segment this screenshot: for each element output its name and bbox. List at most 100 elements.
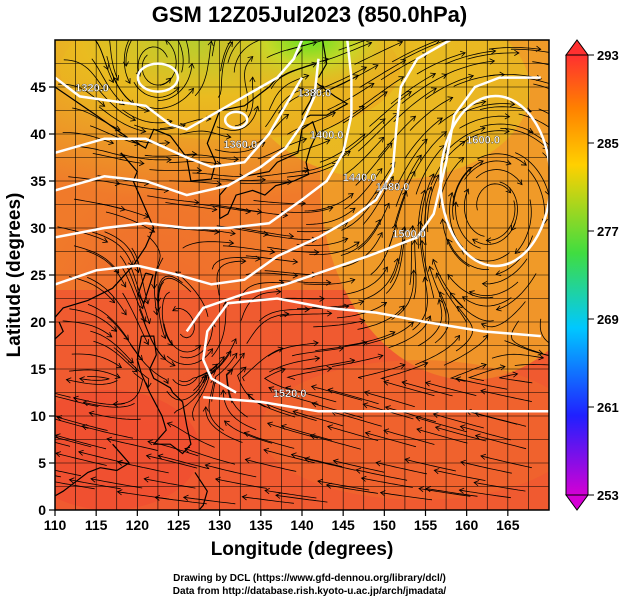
streamline <box>264 270 317 276</box>
streamline <box>119 255 144 309</box>
streamline <box>113 347 150 388</box>
streamline-arrowhead <box>377 353 384 360</box>
streamline-arrowhead <box>72 395 79 402</box>
wind-streamlines <box>44 5 565 505</box>
streamline-arrowhead <box>113 267 120 274</box>
streamline-arrowhead <box>145 382 152 389</box>
streamline-arrowhead <box>349 277 356 284</box>
streamline-arrowhead <box>245 26 250 31</box>
streamline <box>240 291 281 321</box>
streamline <box>147 88 194 109</box>
streamline-arrowhead <box>480 322 487 329</box>
streamline <box>117 461 169 474</box>
coastline-segment <box>219 120 318 220</box>
colorbar-tick-label: 261 <box>597 400 619 415</box>
streamline-arrowhead <box>292 409 299 416</box>
streamline <box>69 308 117 332</box>
contour-label: 1500.0 <box>392 228 426 240</box>
streamline <box>475 435 527 450</box>
streamline-arrowhead <box>263 447 270 454</box>
streamline-arrowhead <box>275 492 281 499</box>
streamline <box>460 461 512 474</box>
streamline-arrowhead <box>116 362 123 369</box>
streamline <box>467 52 519 60</box>
coastline-segment <box>55 321 64 340</box>
streamline <box>385 406 437 423</box>
streamline-arrowhead <box>344 150 351 157</box>
streamline-arrowhead <box>359 318 366 325</box>
streamline-arrowhead <box>244 457 251 464</box>
streamline <box>56 416 108 431</box>
streamline <box>462 296 512 307</box>
streamline-arrowhead <box>417 220 424 227</box>
streamline-arrowhead <box>425 315 432 322</box>
streamline <box>216 106 259 131</box>
streamline-arrowhead <box>240 258 247 265</box>
streamline <box>235 40 238 41</box>
streamline-arrowhead <box>44 478 49 483</box>
streamline <box>361 17 411 34</box>
streamline <box>147 235 161 289</box>
streamline-arrowhead <box>173 87 180 93</box>
streamline <box>109 40 119 81</box>
streamline <box>354 41 403 65</box>
streamline-arrowhead <box>343 303 350 310</box>
streamline-arrowhead <box>383 30 388 35</box>
streamline-arrowhead <box>324 138 331 145</box>
streamline <box>477 153 527 166</box>
streamline <box>157 277 192 303</box>
streamline <box>269 357 320 373</box>
streamline <box>92 153 144 164</box>
y-tick-label: 0 <box>38 502 46 518</box>
streamline <box>455 201 481 249</box>
streamline-arrowhead <box>448 191 454 198</box>
streamline <box>233 40 261 73</box>
streamline <box>436 272 467 322</box>
streamline <box>122 109 173 124</box>
streamline <box>447 274 494 299</box>
streamline <box>475 412 526 427</box>
x-tick-label: 135 <box>249 517 273 533</box>
streamline-arrowhead <box>560 135 565 140</box>
streamline-arrowhead <box>81 424 88 431</box>
y-tick-label: 25 <box>30 267 46 283</box>
streamline <box>414 18 464 33</box>
streamline <box>527 169 546 224</box>
streamline <box>479 106 532 113</box>
streamline-arrowhead <box>106 436 113 443</box>
streamline <box>223 5 272 22</box>
streamline-arrowhead <box>55 451 62 458</box>
streamline-arrowhead <box>207 348 214 354</box>
x-axis-ticks: 110 115 120 125 130 135 140 145 150 155 160 165 <box>44 510 520 533</box>
streamline <box>161 291 173 346</box>
streamline-arrowhead <box>204 463 211 469</box>
streamline-arrowhead <box>304 456 310 463</box>
streamline <box>78 451 130 465</box>
streamline <box>66 379 118 385</box>
streamline <box>344 168 383 210</box>
streamline <box>146 455 198 469</box>
streamline <box>237 366 266 408</box>
streamline-arrowhead <box>160 354 167 361</box>
streamline-arrowhead <box>243 431 250 437</box>
streamline <box>415 417 467 433</box>
streamline-arrowhead <box>438 11 443 16</box>
streamline <box>98 203 149 218</box>
colorbar-tick-label: 269 <box>597 312 619 327</box>
streamline-arrowhead <box>397 40 404 47</box>
streamline <box>158 455 209 470</box>
streamline <box>424 186 432 246</box>
streamline <box>131 267 150 324</box>
streamline <box>55 436 92 448</box>
streamline <box>133 81 180 98</box>
streamline <box>416 52 466 75</box>
streamline-arrowhead <box>461 296 468 302</box>
streamline <box>117 182 169 191</box>
streamline-arrowhead <box>378 136 385 143</box>
streamline-arrowhead <box>112 401 119 408</box>
streamline <box>438 101 486 125</box>
streamline <box>412 277 428 331</box>
streamline-arrowhead <box>379 118 386 124</box>
